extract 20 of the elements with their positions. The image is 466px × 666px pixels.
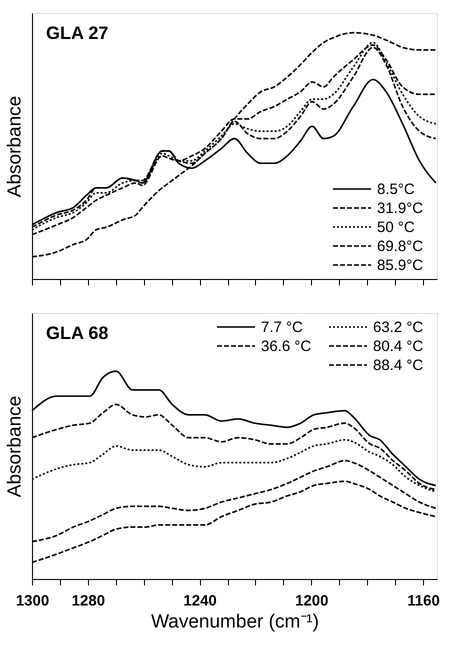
y-axis-title: Absorbance bbox=[4, 396, 26, 498]
x-tick-label: 1160 bbox=[407, 592, 440, 610]
legend-label: 50 °C bbox=[377, 219, 415, 236]
legend-label: 69.8°C bbox=[377, 238, 424, 255]
legend-label: 8.5°C bbox=[377, 181, 415, 198]
x-tick-label: 1300 bbox=[16, 592, 50, 610]
legend-label: 7.7 °C bbox=[261, 319, 304, 336]
x-tick-label: 1200 bbox=[295, 592, 328, 610]
legend-label: 63.2 °C bbox=[373, 319, 424, 336]
x-axis-title: Wavenumber (cm⁻¹) bbox=[151, 612, 319, 632]
chart-title: GLA 68 bbox=[46, 323, 108, 343]
chart-title: GLA 27 bbox=[46, 23, 108, 43]
legend-label: 85.9°C bbox=[377, 257, 424, 274]
x-tick-label: 1280 bbox=[72, 592, 106, 610]
legend-label: 88.4 °C bbox=[373, 357, 424, 374]
x-tick-label: 1240 bbox=[183, 592, 217, 610]
legend-label: 80.4 °C bbox=[373, 338, 424, 355]
legend-label: 31.9°C bbox=[377, 200, 424, 217]
legend-label: 36.6 °C bbox=[261, 338, 312, 355]
y-axis-title: Absorbance bbox=[4, 96, 26, 198]
